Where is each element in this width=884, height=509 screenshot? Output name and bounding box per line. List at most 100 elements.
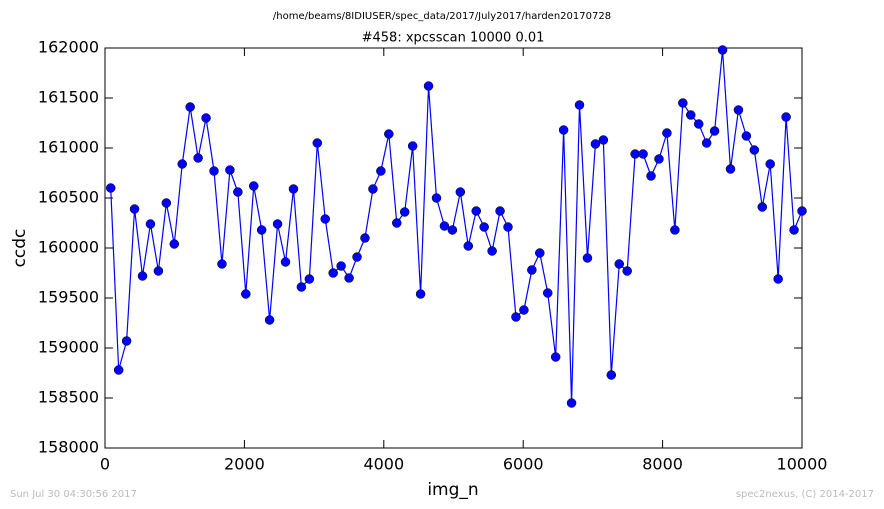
footer-right: spec2nexus, (C) 2014-2017 <box>736 489 874 500</box>
y-tick-label: 160000 <box>38 238 99 257</box>
point <box>773 274 783 284</box>
point <box>447 225 458 235</box>
point <box>145 219 156 229</box>
point <box>201 113 211 123</box>
point <box>153 266 164 276</box>
y-axis-label: ccdc <box>10 229 30 268</box>
point <box>256 225 267 235</box>
point <box>439 221 450 231</box>
point <box>328 268 338 278</box>
y-tick-label: 161000 <box>38 138 99 157</box>
point <box>678 98 688 108</box>
point <box>407 141 418 151</box>
point <box>511 312 521 322</box>
suptitle: /home/beams/8IDIUSER/spec_data/2017/July… <box>273 11 611 22</box>
point <box>670 225 680 235</box>
point <box>161 198 172 208</box>
point <box>177 159 187 169</box>
point <box>368 184 378 194</box>
x-tick-label: 4000 <box>363 455 404 474</box>
point <box>360 233 370 243</box>
point <box>288 184 299 194</box>
point <box>638 149 648 159</box>
point <box>781 112 791 122</box>
point <box>725 164 736 174</box>
point <box>233 187 243 197</box>
point <box>304 274 315 284</box>
point <box>320 214 331 224</box>
point <box>336 261 346 271</box>
point <box>550 352 561 362</box>
point <box>264 315 275 325</box>
point <box>121 336 132 346</box>
y-tick-label: 159000 <box>38 338 99 357</box>
point <box>503 222 513 232</box>
point <box>789 225 799 235</box>
point <box>527 265 537 275</box>
point <box>582 253 593 263</box>
x-tick-label: 10000 <box>777 455 828 474</box>
point <box>352 252 362 262</box>
point <box>733 105 744 115</box>
point <box>479 222 489 232</box>
point <box>217 259 227 269</box>
x-tick-label: 2000 <box>224 455 265 474</box>
point <box>399 207 410 217</box>
x-tick-label: 0 <box>100 455 110 474</box>
point <box>241 289 251 299</box>
point <box>280 257 291 267</box>
point <box>717 45 728 55</box>
point <box>749 145 760 155</box>
point <box>606 370 617 380</box>
point <box>519 305 529 315</box>
point <box>113 365 124 375</box>
point <box>185 102 195 112</box>
point <box>630 149 640 159</box>
series-line <box>110 49 803 404</box>
point <box>598 135 609 145</box>
point <box>558 125 569 135</box>
point <box>765 159 775 169</box>
point <box>535 248 545 258</box>
y-tick-label: 162000 <box>38 38 99 57</box>
point <box>423 81 434 91</box>
point <box>741 131 752 141</box>
chart-title: #458: xpcsscan 10000 0.01 <box>362 31 545 46</box>
point <box>590 139 601 149</box>
point <box>137 271 148 281</box>
point <box>686 110 696 120</box>
point <box>693 119 704 129</box>
point <box>701 138 712 148</box>
x-tick-label: 6000 <box>503 455 544 474</box>
point <box>471 206 481 216</box>
point <box>169 239 180 249</box>
point <box>662 128 672 138</box>
plot-frame <box>104 47 803 449</box>
point <box>797 206 807 216</box>
point <box>272 219 283 229</box>
point <box>614 259 624 269</box>
point <box>495 206 505 216</box>
point <box>646 171 656 181</box>
point <box>431 193 442 203</box>
point <box>487 246 497 256</box>
point <box>455 187 466 197</box>
point <box>105 183 116 193</box>
point <box>225 165 235 175</box>
point <box>542 288 553 298</box>
point <box>709 126 720 136</box>
point <box>344 273 354 283</box>
point <box>392 218 402 228</box>
point <box>463 241 474 251</box>
point <box>384 129 394 139</box>
x-tick-label: 8000 <box>642 455 683 474</box>
point <box>415 289 426 299</box>
point <box>248 181 259 191</box>
y-tick-label: 160500 <box>38 188 99 207</box>
footer-left: Sun Jul 30 04:30:56 2017 <box>10 489 137 500</box>
x-axis-label: img_n <box>427 480 478 500</box>
y-tick-label: 159500 <box>38 288 99 307</box>
y-tick-label: 158500 <box>38 388 99 407</box>
